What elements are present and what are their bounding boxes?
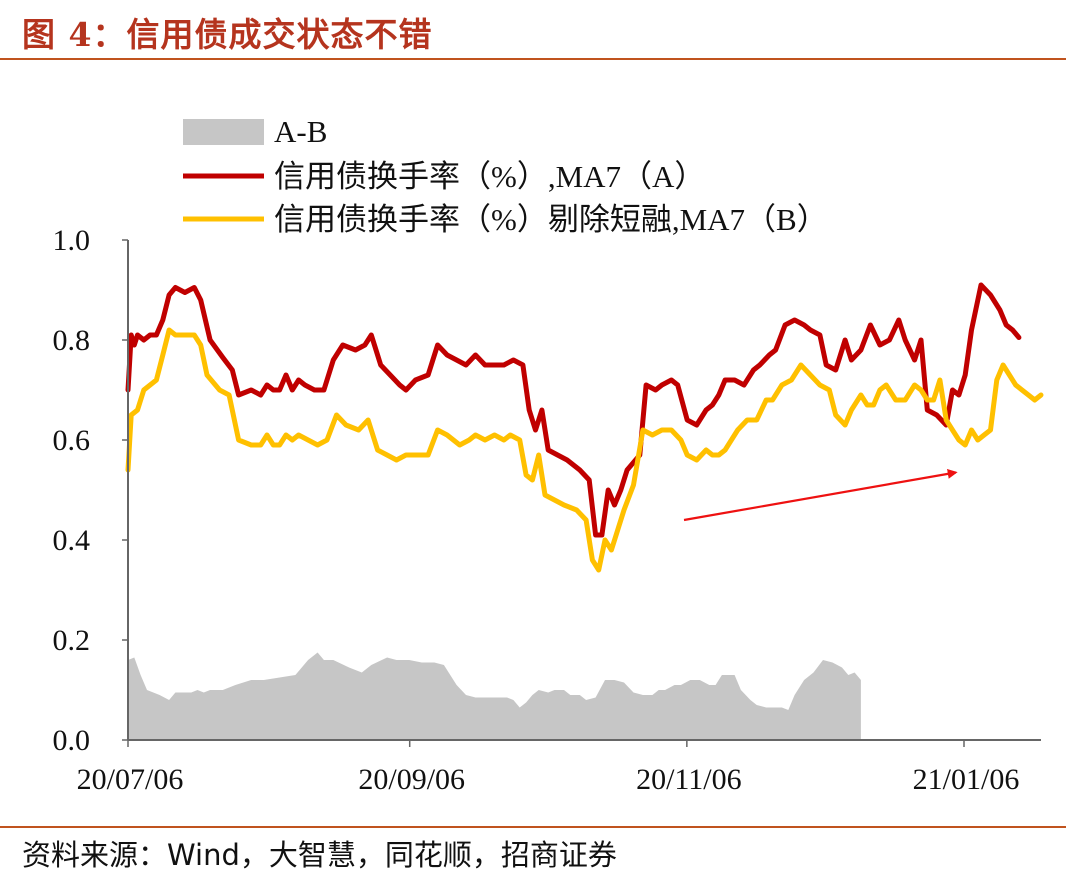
legend-label: 信用债换手率（%）剔除短融,MA7（B） (274, 202, 828, 237)
series-area-0 (128, 652, 861, 740)
x-tick-label: 21/01/06 (913, 763, 1020, 796)
legend-swatch-area (183, 119, 264, 145)
line-layer (125, 282, 1044, 573)
y-tick-label: 0.6 (53, 424, 91, 457)
axes: 0.0 0.2 0.4 0.6 0.8 1.0 20/07/06 20/09/06 20/11/… (53, 224, 1041, 796)
x-tick-label: 20/09/06 (358, 763, 465, 796)
y-tick-label: 0.0 (53, 724, 91, 757)
figure-title: 图 4：信用债成交状态不错 (22, 15, 433, 54)
y-tick-label: 0.2 (53, 624, 91, 657)
y-tick-label: 0.8 (53, 324, 91, 357)
area-layer (128, 652, 861, 740)
legend-label: A-B (274, 114, 327, 149)
y-tick-label: 0.4 (53, 524, 91, 557)
legend-label: 信用债换手率（%）,MA7（A） (274, 159, 705, 194)
annotations (683, 468, 958, 522)
source-note: 资料来源：Wind，大智慧，同花顺，招商证券 (22, 838, 617, 872)
bottom-rule (0, 826, 1066, 828)
trend-arrow (683, 468, 958, 522)
top-rule (0, 58, 1066, 60)
x-tick-label: 20/07/06 (77, 763, 184, 796)
x-tick-label: 20/11/06 (636, 763, 742, 796)
series-line-1 (125, 282, 1022, 538)
y-tick-label: 1.0 (53, 224, 91, 257)
series-line-2 (125, 327, 1044, 573)
legend: A-B 信用债换手率（%）,MA7（A） 信用债换手率（%）剔除短融,MA7（B） (183, 114, 828, 237)
